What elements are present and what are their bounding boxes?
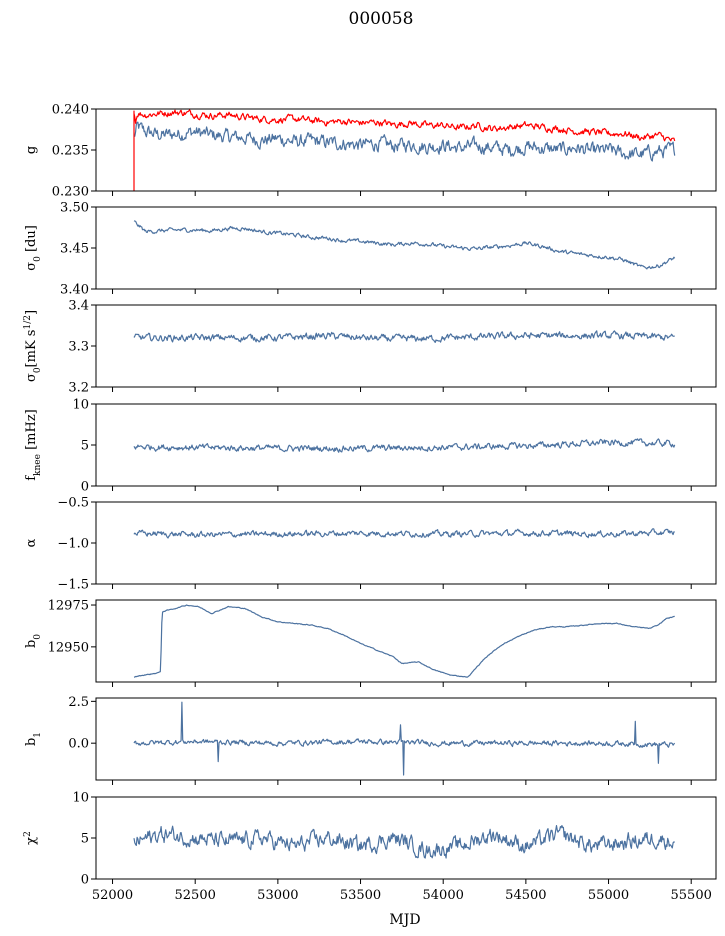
panel-1-plot-area [133,109,676,191]
panel-8-frame [95,796,717,880]
xtick-label: 53500 [340,888,381,903]
panel-8-ytick-label: 5 [81,832,89,847]
panel-5-plot-area [133,528,675,539]
panel-3-ylabel: σ0[mK s1/2] [23,310,43,382]
panel-6-series-1 [133,604,675,678]
panel-2-plot-area [133,220,676,270]
panel-4: 0 5 10 fknee [mHz] [24,398,717,495]
panel-3-ytick-label: 3.4 [68,299,89,314]
panel-1-series-2 [133,109,676,191]
panel-5: −1.5 −1.0 −0.5 α [24,496,717,593]
panel-4-series-1 [133,438,676,453]
panel-1-ytick-label: 0.240 [52,103,89,118]
panel-1-ylabel: g [24,146,39,154]
panel-8-ylabel: χ2 [23,831,39,845]
xtick-label: 53000 [257,888,298,903]
x-axis-label: MJD [389,912,420,928]
panel-3-ytick-label: 3.3 [68,340,89,355]
panel-6-ylabel: b0 [24,634,43,648]
xtick-label: 52000 [92,888,133,903]
panel-2-ytick-label: 3.40 [60,283,89,298]
panel-8-ytick-label: 10 [72,791,89,806]
panel-7: 0.0 2.5 b1 [24,695,717,785]
panel-1-series-1 [133,121,676,162]
panel-7-ylabel: b1 [24,732,43,746]
panel-5-ytick-label: −1.0 [57,537,89,552]
panel-5-series-1 [133,528,675,539]
panel-8-plot-area [133,825,675,859]
panel-2-frame [95,206,717,290]
panel-3-plot-area [133,330,675,343]
panel-6: 12950 12975 b0 [24,599,717,687]
figure-title: 000058 [349,9,414,29]
panel-6-plot-area [133,604,675,678]
panel-4-ylabel: fknee [mHz] [24,409,43,481]
panel-6-ytick-label: 12950 [48,640,89,655]
xtick-label: 54000 [423,888,464,903]
panel-4-ytick-label: 10 [72,398,89,413]
xtick-label: 54500 [505,888,546,903]
panel-3: 3.2 3.3 3.4 σ0[mK s1/2] [23,299,717,396]
xtick-label: 55500 [671,888,712,903]
panel-7-series-1 [133,701,676,776]
panel-7-ytick-label: 2.5 [68,695,89,710]
panel-3-series-1 [133,330,675,343]
panel-7-ytick-label: 0.0 [68,737,89,752]
panel-5-ylabel: α [24,538,39,547]
panel-5-frame [95,501,717,585]
panel-2-ytick-label: 3.50 [60,201,89,216]
panel-3-ytick-label: 3.2 [68,381,89,396]
xtick-label: 55000 [588,888,629,903]
shared-x-axis: 52000 52500 53000 53500 54000 54500 55000 55500 [92,888,712,903]
panel-1: 0.230 0.235 0.240 g [24,103,717,200]
panel-2-series-1 [133,220,676,270]
panel-6-ytick-label: 12975 [48,599,89,614]
panel-8-ytick-label: 0 [81,873,89,888]
panel-1-ytick-label: 0.230 [52,185,89,200]
panel-4-ytick-label: 0 [81,480,89,495]
panel-2-ytick-label: 3.45 [60,242,89,257]
panel-8: 0 5 10 χ2 [23,791,717,888]
panel-4-plot-area [133,438,676,453]
panel-6-frame [95,599,717,683]
panel-4-ytick-label: 5 [81,439,89,454]
panel-7-plot-area [133,701,676,776]
panel-3-frame [95,304,717,388]
panel-5-ytick-label: −0.5 [57,496,89,511]
panel-7-frame [95,697,717,781]
xtick-label: 52500 [175,888,216,903]
panel-5-ytick-label: −1.5 [57,578,89,593]
panel-2-ylabel: σ0 [du] [24,225,43,271]
panel-2: 3.40 3.45 3.50 σ0 [du] [24,201,717,298]
panel-8-series-1 [133,825,675,859]
panel-1-ytick-label: 0.235 [52,144,89,159]
